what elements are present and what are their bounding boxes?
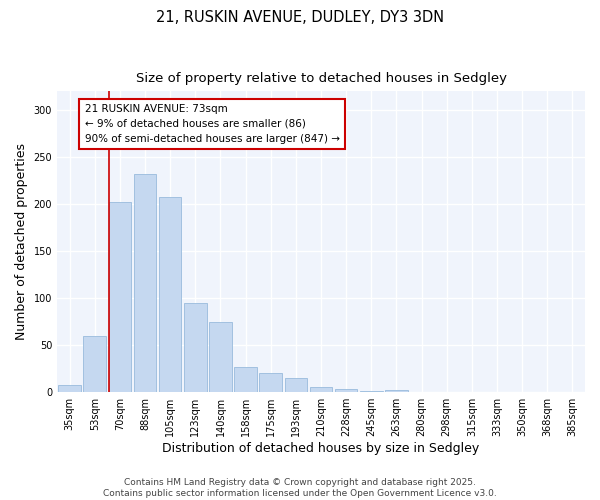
Text: 21 RUSKIN AVENUE: 73sqm
← 9% of detached houses are smaller (86)
90% of semi-det: 21 RUSKIN AVENUE: 73sqm ← 9% of detached…	[85, 104, 340, 144]
Bar	[385, 390, 408, 392]
Bar	[259, 374, 282, 392]
X-axis label: Distribution of detached houses by size in Sedgley: Distribution of detached houses by size …	[163, 442, 479, 455]
Bar	[310, 388, 332, 392]
Title: Size of property relative to detached houses in Sedgley: Size of property relative to detached ho…	[136, 72, 506, 86]
Bar	[159, 198, 181, 392]
Bar	[58, 384, 81, 392]
Bar	[234, 367, 257, 392]
Text: Contains HM Land Registry data © Crown copyright and database right 2025.
Contai: Contains HM Land Registry data © Crown c…	[103, 478, 497, 498]
Bar	[83, 336, 106, 392]
Bar	[335, 390, 358, 392]
Bar	[109, 202, 131, 392]
Text: 21, RUSKIN AVENUE, DUDLEY, DY3 3DN: 21, RUSKIN AVENUE, DUDLEY, DY3 3DN	[156, 10, 444, 25]
Y-axis label: Number of detached properties: Number of detached properties	[15, 143, 28, 340]
Bar	[134, 174, 157, 392]
Bar	[209, 322, 232, 392]
Bar	[184, 302, 206, 392]
Bar	[284, 378, 307, 392]
